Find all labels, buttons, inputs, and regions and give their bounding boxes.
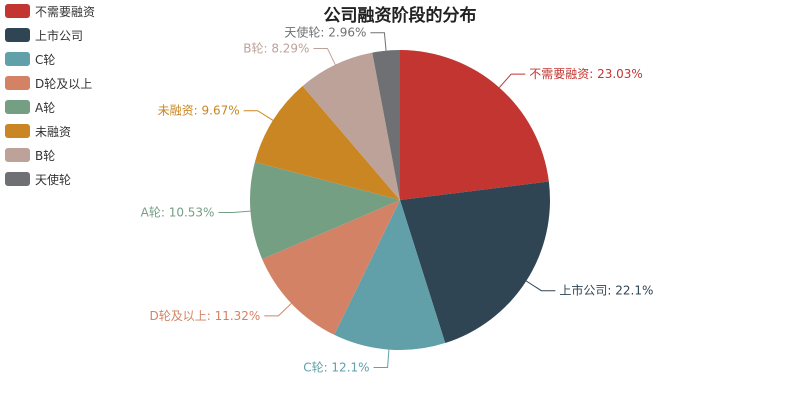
slice-labels: 不需要融资: 23.03% 上市公司: 22.1% C轮: 12.1% D轮及以上: …: [141, 25, 654, 375]
legend-item-8[interactable]: 天使轮: [5, 172, 71, 187]
legend-label: 不需要融资: [35, 5, 95, 19]
legend-item-1[interactable]: 不需要融资: [5, 4, 95, 19]
legend-swatch: [5, 76, 30, 90]
legend-label: B轮: [35, 149, 55, 163]
legend-item-4[interactable]: D轮及以上: [5, 76, 92, 91]
legend-swatch: [5, 28, 30, 42]
legend-swatch: [5, 100, 30, 114]
slice-4-label: D轮及以上: 11.32%: [149, 309, 260, 323]
slice-1-label: 不需要融资: 23.03%: [529, 67, 643, 81]
legend-item-2[interactable]: 上市公司: [5, 28, 83, 43]
legend-item-7[interactable]: B轮: [5, 148, 55, 163]
legend-label: 天使轮: [35, 172, 71, 187]
slice-6-wedge[interactable]: [254, 85, 400, 200]
slice-5-leader-line: [218, 210, 251, 213]
slice-6-leader-line: [243, 110, 274, 121]
legend-label: C轮: [35, 53, 55, 67]
chart-title: 公司融资阶段的分布: [324, 5, 477, 26]
slice-5-label: A轮: 10.53%: [141, 206, 215, 220]
slice-8-leader-line: [370, 32, 387, 51]
slice-2-label: 上市公司: 22.1%: [559, 283, 653, 298]
legend-item-6[interactable]: 未融资: [5, 124, 71, 139]
legend-label: D轮及以上: [35, 77, 92, 91]
slice-3-leader-line: [373, 349, 390, 369]
slice-6-label: 未融资: 9.67%: [158, 104, 240, 118]
pie-slices: [249, 50, 550, 351]
slice-8-wedge[interactable]: [372, 50, 400, 200]
legend-swatch: [5, 4, 30, 18]
legend-swatch: [5, 52, 30, 66]
slice-7-leader-line: [313, 47, 336, 65]
slice-4-leader-line: [264, 303, 292, 317]
slice-3-label: C轮: 12.1%: [303, 361, 369, 375]
slice-7-wedge[interactable]: [302, 52, 400, 201]
slice-8-label: 天使轮: 2.96%: [284, 25, 366, 40]
legend-label: 未融资: [35, 125, 71, 139]
legend-swatch: [5, 172, 30, 186]
legend-item-3[interactable]: C轮: [5, 52, 55, 67]
legend-swatch: [5, 148, 30, 162]
slice-7-label: B轮: 8.29%: [243, 41, 309, 55]
slice-2-leader-line: [525, 280, 556, 292]
slice-2-wedge[interactable]: [400, 181, 550, 344]
legend-item-5[interactable]: A轮: [5, 100, 55, 115]
legend-label: 上市公司: [35, 28, 83, 43]
slice-5-wedge[interactable]: [249, 161, 400, 260]
slice-3-wedge[interactable]: [334, 200, 446, 351]
slice-4-wedge[interactable]: [262, 200, 400, 335]
legend-label: A轮: [35, 101, 55, 115]
legend-swatch: [5, 124, 30, 138]
slice-1-leader-line: [498, 73, 526, 88]
slice-1-wedge[interactable]: [400, 50, 549, 200]
